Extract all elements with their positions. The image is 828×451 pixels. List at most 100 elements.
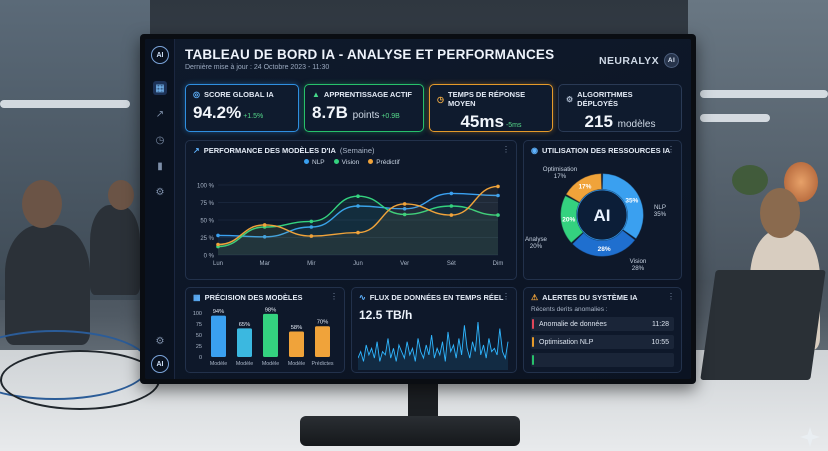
more-menu-icon[interactable]: ⋮	[667, 145, 675, 154]
header: TABLEAU DE BORD IA - ANALYSE ET PERFORMA…	[185, 47, 554, 71]
alert-time: 10:55	[651, 338, 669, 346]
data-point	[356, 194, 360, 198]
data-point	[356, 230, 360, 235]
kpi-score-global[interactable]: ◎ SCORE GLOBAL IA 94.2% +1.5%	[185, 84, 299, 132]
pie-slice	[560, 195, 584, 243]
alert-item[interactable]	[531, 353, 674, 367]
panel-title: ALERTES DU SYSTÈME IA	[542, 293, 638, 302]
last-updated: Dernière mise à jour : 24 Octobre 2023 -…	[185, 64, 330, 71]
data-point	[402, 207, 407, 211]
kpi-apprentissage[interactable]: ▲ APPRENTISSAGE ACTIF 8.7B points +0.9B	[304, 84, 424, 132]
trend-icon[interactable]: ↗	[155, 108, 165, 120]
kpi-algorithmes[interactable]: ⚙ ALGORITHMES DÉPLOYÉS 215 modèles	[558, 84, 682, 132]
bar-value-label: 58%	[291, 325, 303, 331]
gear-icon: ⚙	[566, 94, 574, 104]
clock-icon[interactable]: ◷	[155, 134, 165, 146]
data-flow-chart	[358, 321, 509, 370]
data-point	[262, 235, 267, 239]
x-tick-label: Modèle	[262, 361, 279, 367]
globe-icon: ◎	[193, 90, 200, 99]
brand: NEURALYX AI	[599, 53, 679, 68]
legend-item[interactable]: Prédictif	[368, 159, 400, 166]
pie-slice	[572, 230, 636, 257]
data-point	[309, 225, 314, 229]
gear-icon[interactable]: ⚙	[155, 186, 165, 198]
flow-line	[358, 321, 509, 362]
precision-chart: 0 25 50 75 100 94% Modèle 65% Modèle 98% Modèle 58%…	[193, 307, 334, 367]
data-point	[216, 242, 220, 247]
x-tick-label: Jun	[353, 261, 363, 267]
x-tick-label: Modèle	[210, 361, 227, 367]
bar	[211, 315, 226, 357]
more-menu-icon[interactable]: ⋮	[667, 292, 675, 301]
settings-icon[interactable]: ⚙	[155, 335, 165, 347]
panel-title: PERFORMANCE DES MODÈLES D'IA	[203, 146, 336, 155]
y-tick-label: 100	[193, 311, 202, 317]
alerts-subtitle: Récents derits anomalies :	[531, 306, 608, 313]
y-tick-label: 50	[196, 333, 202, 339]
data-point	[449, 213, 454, 217]
background-person	[90, 205, 140, 295]
alert-label: Anomalie de données	[539, 320, 607, 328]
flow-area	[358, 322, 508, 370]
data-point	[449, 204, 454, 208]
donut-center-label: AI	[594, 206, 611, 225]
legend-swatch	[304, 159, 309, 164]
y-tick-label: 25	[196, 344, 202, 350]
x-tick-label: Mar	[259, 261, 269, 267]
y-tick-label: 100 %	[197, 184, 215, 190]
alert-item[interactable]: Optimisation NLP 10:55	[531, 335, 674, 349]
slice-percent: 35%	[654, 211, 667, 218]
data-flow-panel: ∿ FLUX DE DONNÉES EN TEMPS RÉEL ⋮ 12.5 TB…	[351, 287, 517, 373]
performance-panel: ↗ PERFORMANCE DES MODÈLES D'IA (Semaine) ⋮…	[185, 140, 517, 280]
background-window-right	[688, 0, 828, 280]
monitor: AI ▦ ↗ ◷ ▮ ⚙ ⚙ AI TABLEAU DE BORD IA - A…	[140, 34, 696, 384]
kpi-temps-reponse[interactable]: ◷ TEMPS DE RÉPONSE MOYEN 45ms -5ms	[429, 84, 553, 132]
bar-chart-icon[interactable]: ▮	[157, 160, 163, 172]
bar	[237, 328, 252, 357]
grid-icon: ▦	[193, 293, 201, 302]
page-title: TABLEAU DE BORD IA - ANALYSE ET PERFORMA…	[185, 47, 555, 62]
bar-value-label: 94%	[213, 309, 225, 315]
ai-badge-icon[interactable]: AI	[151, 355, 169, 373]
alert-label: Optimisation NLP	[539, 338, 594, 346]
x-tick-label: Lun	[213, 261, 223, 267]
bar-value-label: 70%	[317, 320, 329, 326]
background-person-head	[760, 188, 800, 238]
resources-panel: ◉ UTILISATION DES RESSOURCES IA ⋮ 17% 35% 2…	[523, 140, 682, 280]
slice-label: 35%	[625, 197, 638, 204]
sidebar: AI ▦ ↗ ◷ ▮ ⚙ ⚙ AI	[145, 39, 175, 379]
x-tick-label: Mir	[307, 261, 315, 267]
legend-item[interactable]: Vision	[333, 159, 359, 166]
dashboard-screen: AI ▦ ↗ ◷ ▮ ⚙ ⚙ AI TABLEAU DE BORD IA - A…	[145, 39, 691, 379]
alert-item[interactable]: Anomalie de données 11:28	[531, 317, 674, 331]
legend-item[interactable]: NLP	[304, 159, 325, 166]
ceiling-light	[0, 100, 130, 108]
sidebar-logo[interactable]: AI	[151, 46, 169, 64]
kpi-delta: -5ms	[505, 122, 522, 129]
brand-badge[interactable]: AI	[664, 53, 679, 68]
x-tick-label: Sét	[447, 261, 456, 267]
pulse-icon: ∿	[359, 293, 366, 302]
slice-percent: 20%	[530, 243, 543, 250]
bar	[315, 326, 330, 357]
data-point	[496, 184, 500, 189]
warning-icon: ⚠	[531, 293, 539, 302]
kpi-label: APPRENTISSAGE ACTIF	[323, 90, 412, 99]
x-tick-label: Modèle	[288, 361, 305, 367]
donut-center	[576, 189, 628, 241]
kpi-unit: modèles	[617, 119, 656, 130]
more-menu-icon[interactable]: ⋮	[330, 292, 338, 301]
more-menu-icon[interactable]: ⋮	[502, 145, 510, 154]
data-point	[356, 204, 360, 208]
x-tick-label: Prédictes	[311, 361, 333, 367]
slice-label: 28%	[598, 246, 611, 253]
slice-name: Vision	[630, 258, 647, 265]
y-tick-label: 50 %	[200, 219, 214, 225]
more-menu-icon[interactable]: ⋮	[502, 292, 510, 301]
slice-name: Analyse	[525, 236, 548, 243]
globe-icon: ◉	[531, 146, 538, 155]
background-person	[5, 225, 90, 345]
flow-value: 12.5 TB/h	[359, 308, 413, 322]
grid-icon[interactable]: ▦	[153, 81, 167, 95]
